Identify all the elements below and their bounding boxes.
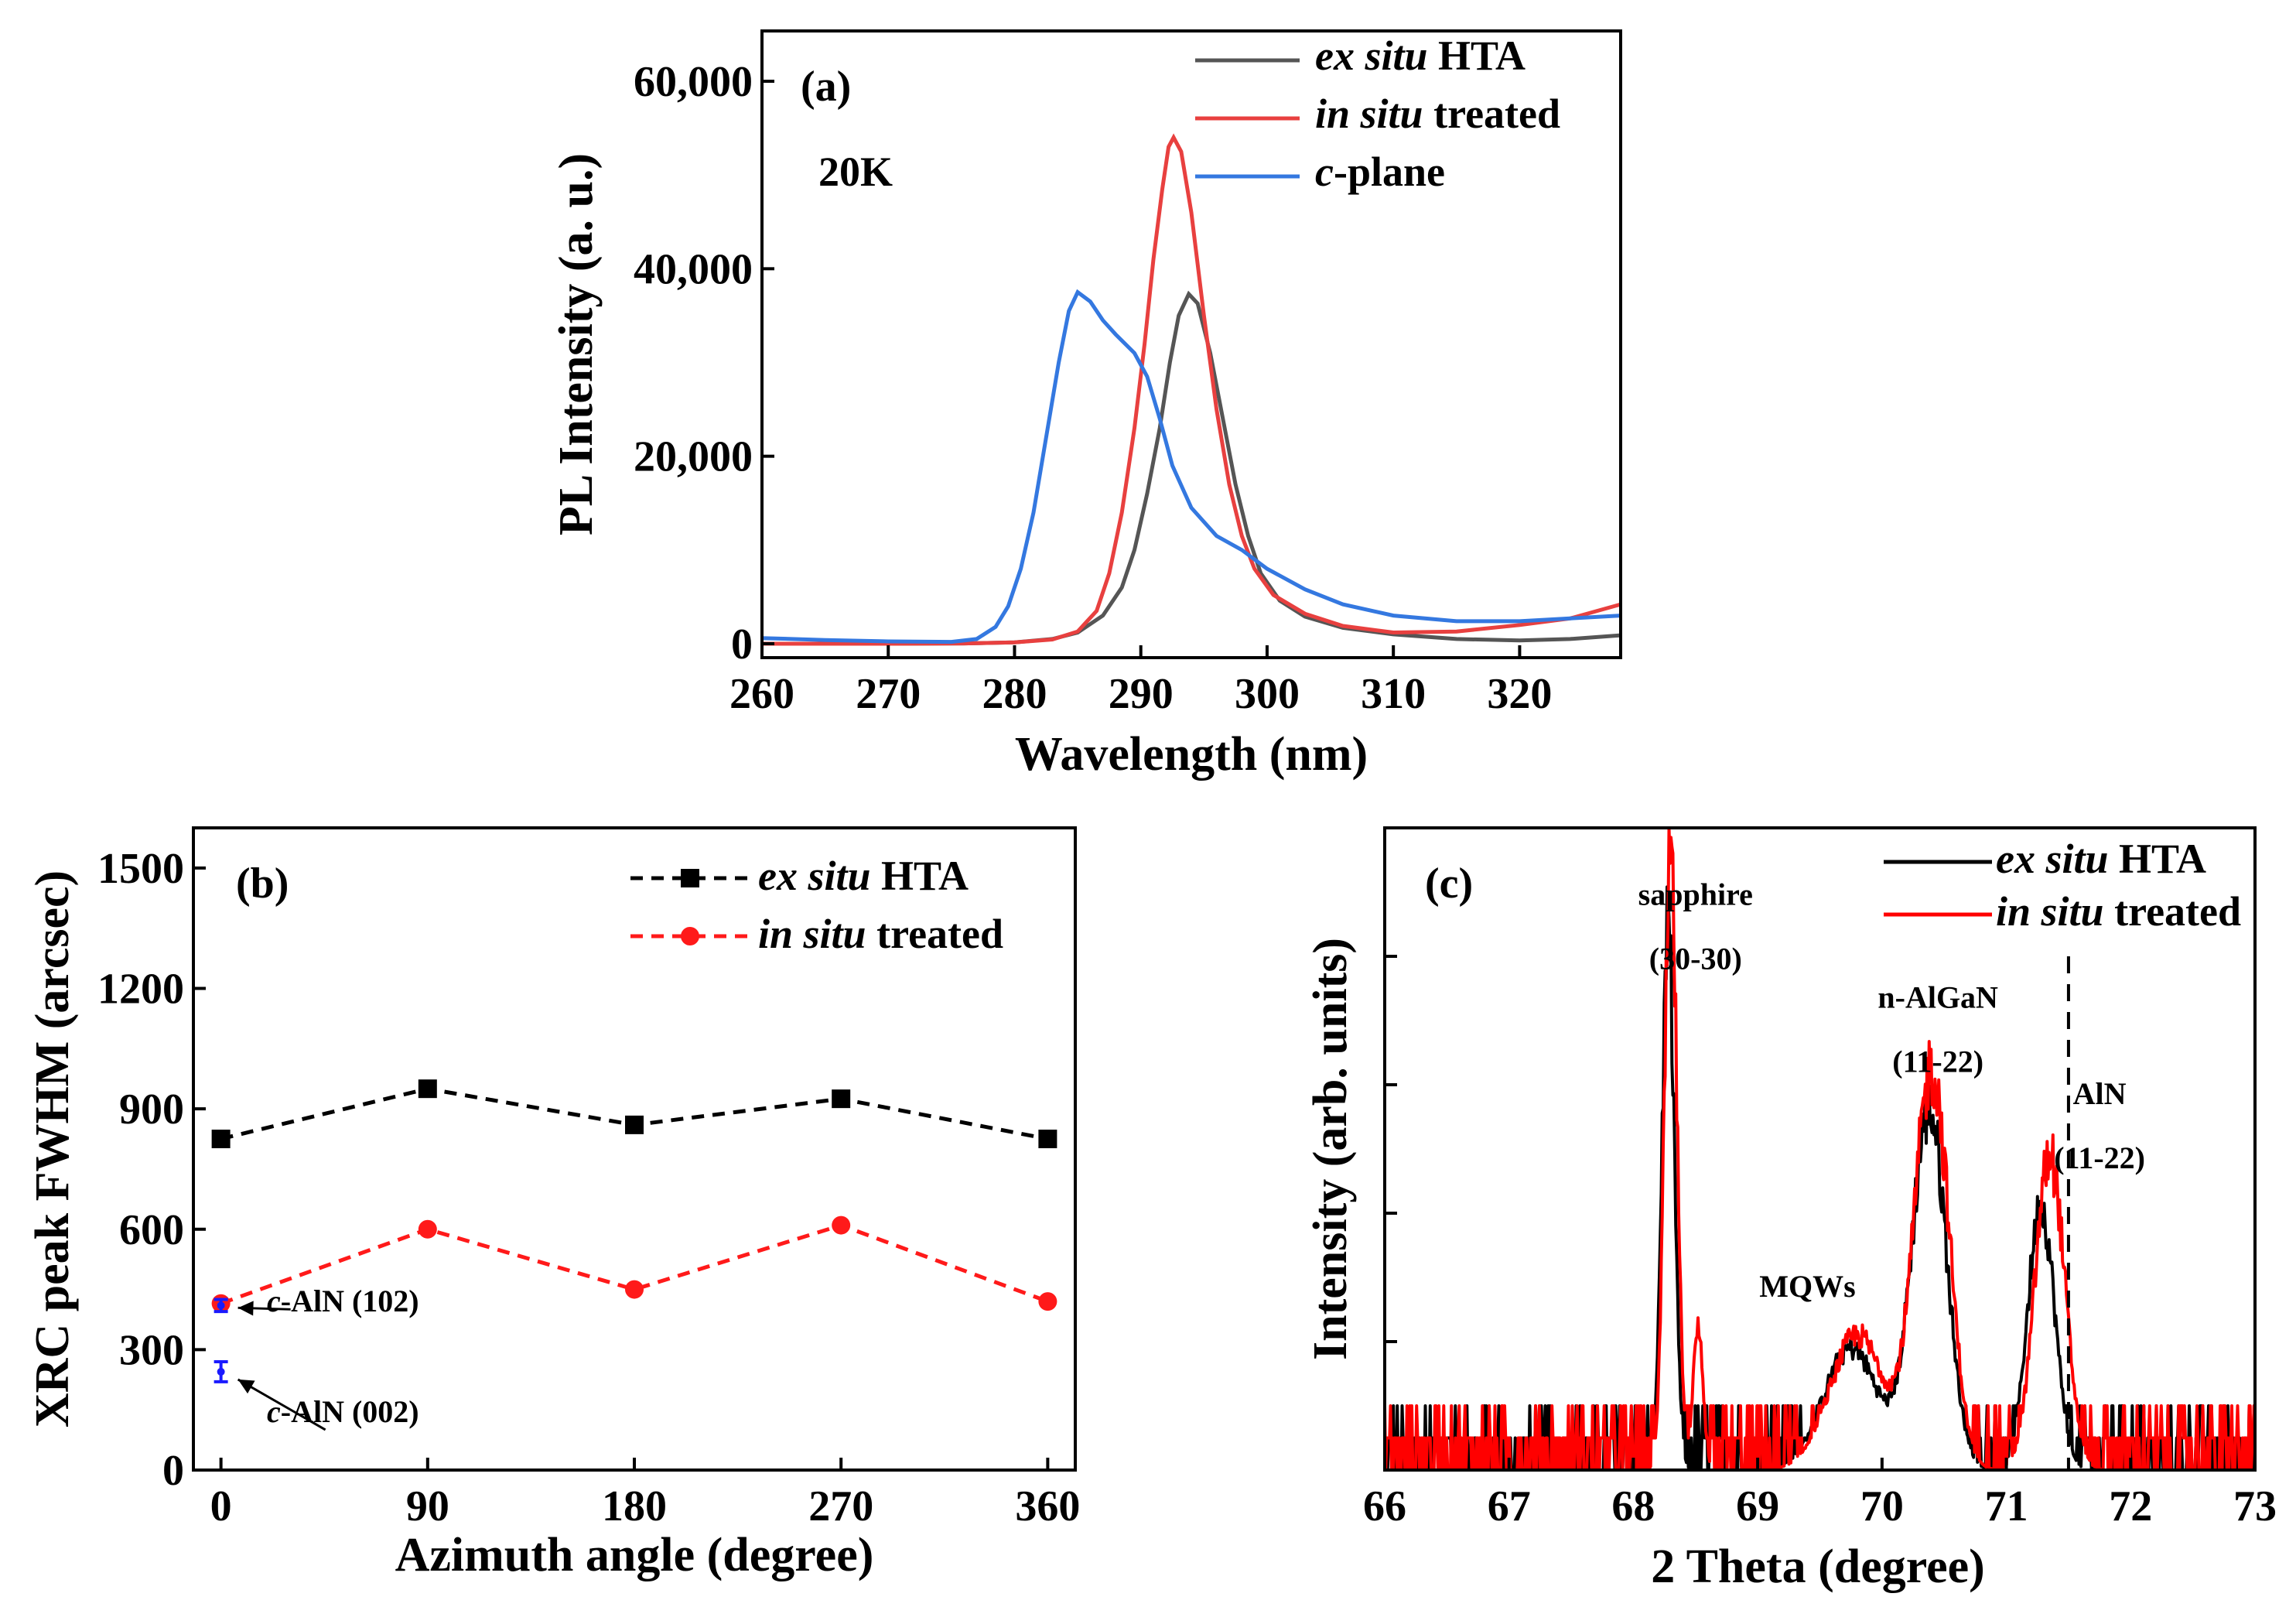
panel-c-annotation-1: (30-30) [1649,942,1742,976]
panel-c-annotations: sapphire (30-30) MQWs n-AlGaN (11-22) AlN (11-… [1638,877,2145,1470]
panel-b-legend-entry-0: ex situ HTA [758,853,969,899]
panel-a-series [761,133,1621,646]
panel-c-xtick-label: 73 [2233,1482,2277,1530]
panel-c-annotation-5: AlN [2073,1076,2127,1111]
panel-a-ytick-label: 60,000 [634,58,753,106]
panel-a-label: (a) [801,63,851,111]
panel-b-ref-label-1: c-AlN (002) [267,1394,419,1429]
panel-a-xtick-label: 300 [1235,670,1300,718]
panel-b-ytick-label: 900 [119,1086,184,1133]
panel-a-xtick-label: 260 [729,670,794,718]
panel-c-annotation-4: (11-22) [1892,1044,1983,1079]
panel-b-marker-0 [1038,1130,1057,1149]
panel-b-ref-arrowhead-1 [237,1379,255,1394]
panel-c-ylabel: Intensity (arb. units) [1304,938,1357,1360]
panel-b-legend: ex situ HTA in situ treated [630,853,1003,957]
panel-b-legend-marker-0 [681,869,699,887]
panel-c-xtick-label: 68 [1611,1482,1655,1530]
panel-c-annotation-3: n-AlGaN [1877,980,1998,1014]
panel-b-xtick-label: 270 [808,1482,873,1530]
panel-b-xtick-label: 180 [602,1482,667,1530]
panel-a-series-line-2 [761,289,1621,645]
panel-b-marker-0 [418,1079,437,1099]
panel-c-annotation-2: MQWs [1759,1269,1855,1304]
panel-b-marker-0 [211,1130,231,1149]
panel-b-ylabel: XRC peak FWHM (arcsec) [26,870,79,1427]
panel-b-ref-arrow-1 [237,1378,326,1431]
panel-a-ytick-label: 20,000 [634,433,753,481]
panel-c-xtick-label: 71 [1985,1482,2028,1530]
panel-b-ref-point-1 [217,1367,225,1376]
panel-c-xtick-label: 66 [1363,1482,1406,1530]
panel-b-ref-point-0 [217,1301,225,1310]
panel-a-legend-entry-0: ex situ HTA [1315,32,1526,79]
panel-b-ytick-label: 1500 [97,845,184,893]
panel-b-xtick-label: 90 [406,1482,449,1530]
panel-b-xlabel: Azimuth angle (degree) [395,1529,874,1581]
panel-b-series-line-1 [220,1222,1049,1306]
panel-b-ref-label-0: c-AlN (102) [267,1284,419,1318]
panel-a-frame [760,29,1622,659]
panel-c-xtick-label: 70 [1860,1482,1904,1530]
panel-a-ytick-label: 40,000 [634,245,753,293]
panel-b-reference-points: c-AlN (102) c-AlN (002) [214,1284,419,1431]
panel-c-label: (c) [1425,860,1473,908]
panel-b-marker-0 [625,1115,644,1134]
panel-b-ticks: 0 90 180 270 360 0 300 600 900 1200 1500 [97,845,1080,1530]
panel-a-ylabel: PL Intensity (a. u.) [550,153,603,535]
panel-a-xlabel: Wavelength (nm) [1015,728,1368,781]
panel-b-xtick-label: 360 [1015,1482,1080,1530]
panel-b-ytick-label: 1200 [97,966,184,1014]
panel-c-xtick-label: 72 [2109,1482,2152,1530]
panel-b-marker-1 [418,1219,437,1239]
panel-b-marker-1 [832,1216,851,1235]
panel-c-xlabel: 2 Theta (degree) [1651,1540,1985,1593]
panel-c-annotation-6: (11-22) [2054,1140,2145,1175]
panel-a-series-line-1 [762,133,1621,646]
panel-b-ytick-label: 300 [119,1326,184,1374]
panel-c-frame [1383,826,2257,1472]
panel-c-xtick-label: 69 [1736,1482,1779,1530]
panel-b-ref-arrowhead-0 [237,1301,254,1316]
panel-a-xtick-label: 310 [1361,670,1426,718]
panel-a-xtick-label: 270 [856,670,921,718]
panel-b-marker-1 [1038,1292,1057,1311]
panel-a-legend-entry-1: in situ treated [1315,91,1560,137]
panel-b-ytick-label: 0 [162,1447,184,1495]
panel-a-temperature-note: 20K [818,149,893,195]
panel-a-xtick-label: 280 [982,670,1047,718]
panel-b-legend-marker-1 [681,927,699,945]
panel-a-ytick-label: 0 [731,621,753,668]
panel-b-legend-entry-1: in situ treated [758,911,1003,957]
panel-c-xtick-label: 67 [1488,1482,1531,1530]
panel-c-annotation-0: sapphire [1638,877,1753,912]
panel-a-ticks: 260 270 280 290 300 310 320 0 20,000 40,000 60,000 [634,58,1552,718]
panel-a-legend: ex situ HTA in situ treated c-plane [1195,32,1560,195]
panel-b-marker-0 [832,1089,851,1109]
panel-b-marker-1 [625,1280,644,1299]
panel-a-xtick-label: 290 [1109,670,1174,718]
panel-b-xtick-label: 0 [210,1482,232,1530]
panel-a-xtick-label: 320 [1487,670,1552,718]
panel-c-ticks: 66 67 68 69 70 71 72 73 [1363,826,2277,1530]
panel-a-pl-spectrum: 260 270 280 290 300 310 320 0 20,000 40,000 60,000… [550,29,1622,781]
panel-b-xrc-fwhm: 0 90 180 270 360 0 300 600 900 1200 1500 c-AlN (10… [26,826,1080,1581]
panel-b-label: (b) [236,860,289,908]
panel-c-legend-entry-1: in situ treated [1996,888,2241,935]
panel-c-legend: ex situ HTA in situ treated [1884,836,2241,935]
panel-c-legend-entry-0: ex situ HTA [1996,836,2206,882]
panel-b-ytick-label: 600 [119,1206,184,1254]
panel-c-xrd-scan: 66 67 68 69 70 71 72 73 sapphire (30-30) MQWs n-Al… [1304,826,2277,1593]
panel-a-legend-entry-2: c-plane [1315,149,1445,195]
